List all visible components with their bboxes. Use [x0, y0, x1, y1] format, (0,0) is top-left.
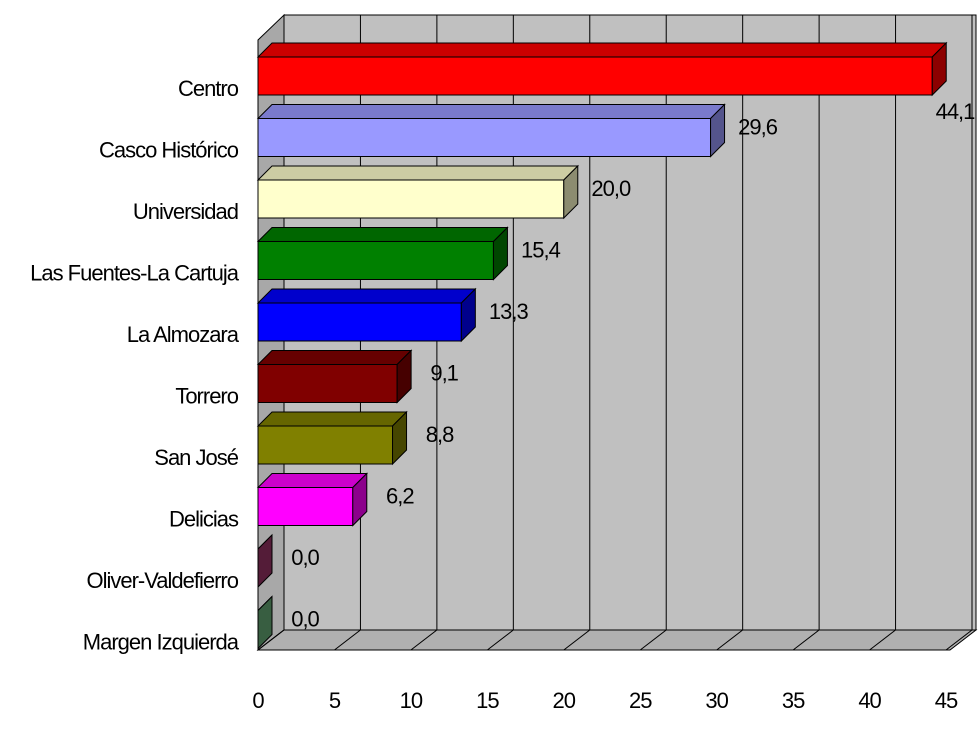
y-tick-label: Oliver-Valdefierro — [86, 568, 238, 593]
y-tick-label: Delicias — [169, 506, 239, 531]
bar-side — [563, 164, 579, 220]
bar-top — [256, 350, 413, 365]
grid-line — [639, 629, 667, 651]
value-label: 0,0 — [291, 545, 319, 570]
x-tick-label: 25 — [629, 688, 652, 713]
value-label: 0,0 — [291, 606, 319, 631]
bar-side — [257, 533, 273, 589]
bar-front — [257, 425, 394, 465]
bar-front — [257, 302, 462, 342]
bar — [256, 164, 579, 220]
x-tick-label: 30 — [705, 688, 728, 713]
grid-line — [334, 629, 361, 651]
x-tick-label: 5 — [329, 688, 341, 713]
bar-top — [256, 227, 509, 242]
grid-line — [792, 629, 820, 651]
bar-side — [931, 41, 947, 97]
y-tick-label: Centro — [178, 76, 239, 101]
bar-front — [257, 56, 933, 96]
grid-line — [716, 629, 743, 651]
grid-line — [869, 629, 896, 651]
y-tick-label: Las Fuentes-La Cartuja — [30, 260, 240, 285]
bar-front — [257, 179, 565, 219]
bar — [256, 226, 509, 281]
y-tick-label: San José — [154, 445, 238, 470]
value-label: 29,6 — [738, 114, 778, 139]
bar — [256, 103, 726, 158]
bar — [256, 410, 408, 466]
bar — [256, 41, 948, 97]
value-label: 6,2 — [386, 483, 414, 508]
bar-top — [256, 411, 408, 427]
y-tick-label: Casco Histórico — [99, 137, 239, 162]
bar-top — [256, 288, 477, 304]
y-tick-label: La Almozara — [127, 322, 240, 347]
bar-side — [392, 410, 408, 466]
bar — [256, 472, 368, 527]
bar-front — [257, 487, 354, 526]
floor — [256, 629, 978, 651]
bar-front — [257, 118, 712, 157]
bar-side — [492, 226, 508, 281]
bar-top — [256, 165, 579, 181]
grid-line — [410, 629, 438, 651]
grid-line — [945, 629, 973, 651]
grid-line — [257, 629, 285, 651]
bar-front — [257, 241, 494, 280]
bar-top — [256, 104, 726, 119]
bar-top — [256, 473, 368, 488]
grid-line — [563, 629, 591, 651]
x-tick-label: 10 — [400, 688, 423, 713]
bar-side — [460, 287, 476, 343]
bar — [256, 349, 413, 404]
bar-front — [257, 364, 398, 403]
value-label: 44,1 — [936, 99, 976, 124]
value-label: 9,1 — [430, 360, 458, 385]
value-label: 20,0 — [591, 176, 631, 201]
bar-side — [352, 472, 368, 527]
bar-side — [396, 349, 412, 404]
y-tick-label: Universidad — [133, 199, 238, 224]
x-tick-label: 15 — [476, 688, 499, 713]
bar — [257, 533, 273, 589]
x-tick-label: 45 — [935, 688, 958, 713]
grid-line — [487, 629, 514, 651]
value-label: 8,8 — [426, 422, 454, 447]
bar-top — [256, 42, 948, 58]
x-tick-label: 20 — [553, 688, 576, 713]
bar-side — [257, 595, 273, 650]
bar-side — [710, 103, 726, 158]
x-tick-label: 40 — [858, 688, 881, 713]
x-tick-label: 0 — [252, 688, 264, 713]
y-tick-label: Margen Izquierda — [83, 629, 240, 654]
x-tick-label: 35 — [782, 688, 805, 713]
y-tick-label: Torrero — [175, 383, 238, 408]
bar — [257, 595, 273, 650]
value-label: 15,4 — [521, 237, 561, 262]
bar — [256, 287, 477, 343]
value-label: 13,3 — [489, 299, 529, 324]
